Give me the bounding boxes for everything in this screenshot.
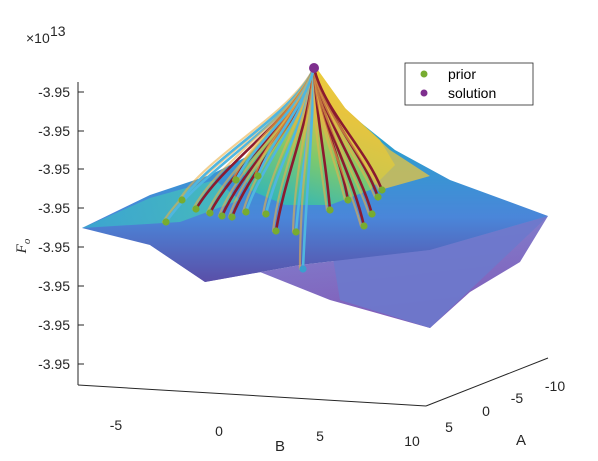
b-tick-label: 5 [316,428,324,444]
prior-marker [218,212,226,220]
a-axis-label: A [516,432,526,449]
prior-marker [228,213,236,221]
prior-marker [378,186,386,194]
solution-marker [309,63,319,73]
markers [162,63,386,273]
prior-marker [299,265,307,273]
z-tick-label: -3.95 [38,161,70,177]
axes-frame [77,82,549,407]
trajectories [161,66,384,271]
prior-marker [344,196,352,204]
surface-left-wing [82,180,240,228]
a-tick-label: 0 [482,403,490,419]
surface-peak-right-face [315,66,430,190]
prior-marker [178,196,186,204]
b-tick-label: -5 [110,417,123,433]
b-ticks: -5 0 5 10 [110,417,420,449]
legend-marker-solution [420,89,428,97]
trajectory-shadow [271,66,316,233]
z-tick-label: -3.95 [38,84,70,100]
z-axis-label: Fo [14,238,33,254]
legend-box [404,62,534,106]
z-tick-label: -3.95 [38,356,70,372]
prior-marker [292,228,300,236]
legend-label-solution: solution [448,85,496,101]
z-ticks: -3.95 -3.95 -3.95 -3.95 -3.95 -3.95 -3.95 -3.95 [38,84,84,372]
b-tick-label: 0 [215,423,223,439]
prior-marker [374,193,382,201]
prior-marker [272,227,280,235]
prior-marker [360,222,368,230]
trajectory-shadow [298,66,316,271]
b-axis-label: B [275,438,285,455]
prior-marker [206,209,214,217]
prior-marker [262,210,270,218]
prior-marker [162,218,170,226]
a-tick-label: -10 [545,378,565,394]
trajectory-line [256,66,316,178]
prior-marker [192,205,200,213]
legend: prior solution [404,62,534,106]
b-axis-line [77,384,427,407]
z-tick-label: -3.95 [38,317,70,333]
prior-marker [242,208,250,216]
trajectory-line [312,66,384,192]
z-tick-label: -3.95 [38,123,70,139]
prior-marker [368,210,376,218]
a-tick-label: 5 [445,419,453,435]
legend-label-prior: prior [448,66,476,82]
prior-marker [254,172,262,180]
exponent-power: 13 [50,23,66,39]
prior-marker [326,206,334,214]
surface [82,66,548,328]
a-ticks: 5 0 -5 -10 [445,378,565,435]
a-tick-label: -5 [511,390,524,406]
z-tick-label: -3.95 [38,200,70,216]
z-tick-label: -3.95 [38,239,70,255]
z-tick-label: -3.95 [38,278,70,294]
svg-text:Fo: Fo [14,238,33,254]
prior-marker [232,176,240,184]
z-axis-label-sub: o [21,238,33,244]
z-axis-label-main: F [14,243,30,254]
b-tick-label: 10 [404,433,420,449]
legend-marker-prior [420,70,428,78]
a-axis-line [425,357,549,407]
exponent-base: ×10 [26,30,50,46]
